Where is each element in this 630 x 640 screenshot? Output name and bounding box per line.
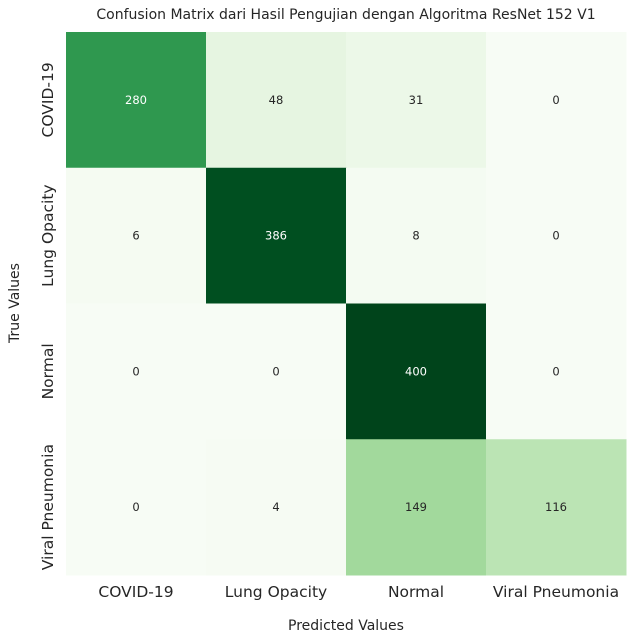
cell-value-label: 0 [552, 93, 559, 107]
cell-value-label: 386 [265, 229, 287, 243]
heatmap-cell [486, 439, 627, 576]
heatmap-cell [486, 32, 627, 169]
cell-value-label: 0 [552, 364, 559, 378]
x-tick-label: Lung Opacity [225, 583, 327, 601]
heatmap-cell-labels: 280 48 31 0 6 386 8 0 0 0 400 0 0 4 149 116 [125, 93, 567, 514]
cell-value-label: 0 [272, 364, 279, 378]
heatmap-cell [346, 439, 487, 576]
cell-value-label: 400 [405, 364, 427, 378]
cell-value-label: 31 [409, 93, 424, 107]
heatmap-cell [346, 32, 487, 169]
heatmap-cell [66, 167, 207, 304]
heatmap-cell [206, 32, 347, 169]
x-tick-labels: COVID-19 Lung Opacity Normal Viral Pneumoni… [98, 583, 619, 601]
cell-value-label: 4 [272, 500, 279, 514]
heatmap-cell [66, 439, 207, 576]
cell-value-label: 0 [132, 500, 139, 514]
heatmap-cell [206, 439, 347, 576]
heatmap-cell [66, 32, 207, 169]
cell-value-label: 280 [125, 93, 147, 107]
cell-value-label: 8 [412, 229, 419, 243]
cell-value-label: 116 [545, 500, 567, 514]
y-tick-label: COVID-19 [39, 62, 57, 137]
heatmap-cell [486, 167, 627, 304]
heatmap-cell [66, 303, 207, 440]
y-tick-label: Viral Pneumonia [39, 444, 57, 570]
heatmap-cells [66, 32, 627, 576]
heatmap-cell [346, 303, 487, 440]
cell-value-label: 6 [132, 229, 139, 243]
cell-value-label: 0 [132, 364, 139, 378]
heatmap-cell [346, 167, 487, 304]
cell-value-label: 149 [405, 500, 427, 514]
x-tick-label: Normal [388, 583, 444, 601]
heatmap-cell [206, 167, 347, 304]
y-tick-label: Normal [39, 343, 57, 399]
heatmap-cell [486, 303, 627, 440]
x-tick-label: Viral Pneumonia [493, 583, 619, 601]
x-tick-label: COVID-19 [98, 583, 173, 601]
y-tick-label: Lung Opacity [39, 184, 57, 286]
cell-value-label: 48 [269, 93, 284, 107]
heatmap-cell [206, 303, 347, 440]
chart-title: Confusion Matrix dari Hasil Pengujian de… [96, 7, 595, 23]
cell-value-label: 0 [552, 229, 559, 243]
y-axis-label: True Values [7, 263, 23, 344]
x-axis-label: Predicted Values [288, 618, 404, 634]
y-tick-labels: COVID-19 Lung Opacity Normal Viral Pneumoni… [39, 62, 57, 570]
